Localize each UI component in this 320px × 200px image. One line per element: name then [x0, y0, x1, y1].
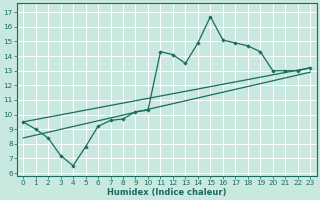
X-axis label: Humidex (Indice chaleur): Humidex (Indice chaleur): [107, 188, 227, 197]
